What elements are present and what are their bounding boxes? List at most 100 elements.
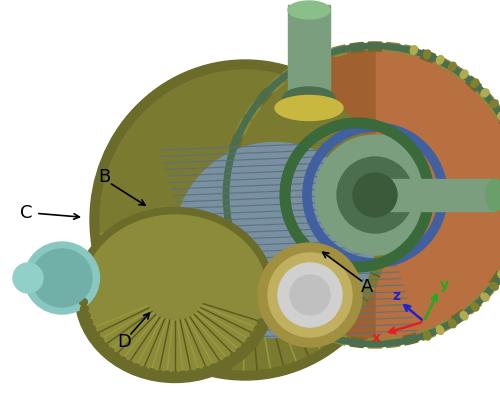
Ellipse shape bbox=[460, 70, 468, 79]
Circle shape bbox=[278, 263, 342, 327]
Ellipse shape bbox=[230, 353, 238, 360]
Wedge shape bbox=[314, 327, 330, 340]
Ellipse shape bbox=[236, 348, 244, 355]
Text: C: C bbox=[20, 205, 32, 222]
Ellipse shape bbox=[224, 357, 232, 364]
Ellipse shape bbox=[112, 353, 120, 360]
Ellipse shape bbox=[187, 370, 195, 377]
Ellipse shape bbox=[100, 343, 108, 350]
Ellipse shape bbox=[250, 332, 258, 338]
Text: B: B bbox=[98, 168, 110, 186]
Circle shape bbox=[258, 243, 362, 347]
Ellipse shape bbox=[210, 364, 218, 371]
Wedge shape bbox=[332, 45, 346, 57]
Wedge shape bbox=[466, 76, 481, 91]
Wedge shape bbox=[436, 320, 452, 334]
Wedge shape bbox=[490, 103, 500, 118]
Wedge shape bbox=[230, 240, 242, 255]
Ellipse shape bbox=[80, 306, 88, 312]
Ellipse shape bbox=[100, 70, 390, 370]
Wedge shape bbox=[268, 298, 284, 314]
Ellipse shape bbox=[490, 100, 498, 107]
Wedge shape bbox=[478, 286, 494, 302]
Ellipse shape bbox=[80, 298, 88, 306]
Ellipse shape bbox=[106, 348, 114, 355]
Wedge shape bbox=[350, 337, 364, 348]
Ellipse shape bbox=[82, 312, 90, 319]
Wedge shape bbox=[466, 298, 481, 314]
Ellipse shape bbox=[481, 89, 489, 97]
Ellipse shape bbox=[217, 361, 225, 368]
Ellipse shape bbox=[155, 370, 163, 377]
Ellipse shape bbox=[436, 326, 444, 334]
Wedge shape bbox=[420, 327, 436, 340]
Text: z: z bbox=[392, 289, 400, 303]
Wedge shape bbox=[350, 43, 364, 53]
Ellipse shape bbox=[88, 325, 96, 332]
Ellipse shape bbox=[32, 249, 92, 307]
Ellipse shape bbox=[486, 179, 500, 211]
Circle shape bbox=[353, 173, 397, 217]
Wedge shape bbox=[368, 339, 382, 348]
Wedge shape bbox=[282, 65, 298, 80]
Wedge shape bbox=[268, 76, 284, 91]
Wedge shape bbox=[246, 103, 260, 118]
Ellipse shape bbox=[96, 337, 104, 344]
Ellipse shape bbox=[163, 371, 171, 378]
Wedge shape bbox=[386, 43, 400, 53]
Ellipse shape bbox=[242, 343, 250, 350]
Ellipse shape bbox=[179, 371, 187, 378]
Ellipse shape bbox=[13, 263, 43, 293]
Circle shape bbox=[290, 275, 330, 315]
Wedge shape bbox=[230, 135, 242, 150]
Wedge shape bbox=[375, 50, 500, 340]
Ellipse shape bbox=[175, 142, 375, 338]
Ellipse shape bbox=[283, 87, 335, 109]
Ellipse shape bbox=[24, 242, 100, 314]
Text: A: A bbox=[362, 278, 374, 296]
Ellipse shape bbox=[471, 303, 479, 311]
Bar bbox=[375, 179, 495, 211]
Circle shape bbox=[315, 135, 435, 255]
Wedge shape bbox=[368, 42, 382, 51]
Ellipse shape bbox=[82, 215, 268, 375]
Circle shape bbox=[268, 253, 352, 337]
Ellipse shape bbox=[254, 325, 262, 332]
Ellipse shape bbox=[258, 319, 266, 326]
Ellipse shape bbox=[202, 367, 210, 374]
Ellipse shape bbox=[140, 367, 147, 374]
Wedge shape bbox=[332, 333, 346, 345]
Wedge shape bbox=[236, 118, 250, 134]
Wedge shape bbox=[478, 89, 494, 104]
Wedge shape bbox=[256, 286, 272, 302]
Ellipse shape bbox=[118, 357, 126, 364]
Ellipse shape bbox=[498, 111, 500, 119]
Ellipse shape bbox=[471, 79, 479, 87]
Wedge shape bbox=[490, 271, 500, 288]
Bar bbox=[288, 5, 330, 100]
Wedge shape bbox=[222, 188, 231, 202]
Ellipse shape bbox=[75, 207, 275, 383]
Wedge shape bbox=[436, 57, 452, 71]
Wedge shape bbox=[298, 320, 314, 334]
Ellipse shape bbox=[275, 95, 343, 120]
Wedge shape bbox=[225, 223, 237, 238]
Wedge shape bbox=[230, 50, 375, 340]
Ellipse shape bbox=[424, 50, 431, 59]
Wedge shape bbox=[420, 50, 436, 63]
Ellipse shape bbox=[498, 271, 500, 279]
Ellipse shape bbox=[132, 364, 140, 371]
Ellipse shape bbox=[92, 332, 100, 338]
Wedge shape bbox=[282, 310, 298, 324]
Wedge shape bbox=[236, 256, 250, 272]
Ellipse shape bbox=[125, 361, 133, 368]
Ellipse shape bbox=[246, 337, 254, 344]
Ellipse shape bbox=[448, 62, 456, 71]
Ellipse shape bbox=[195, 369, 203, 376]
Ellipse shape bbox=[171, 371, 179, 379]
Wedge shape bbox=[386, 337, 400, 348]
Wedge shape bbox=[452, 310, 468, 324]
Ellipse shape bbox=[410, 46, 418, 55]
Text: x: x bbox=[372, 331, 380, 344]
Wedge shape bbox=[452, 65, 468, 80]
